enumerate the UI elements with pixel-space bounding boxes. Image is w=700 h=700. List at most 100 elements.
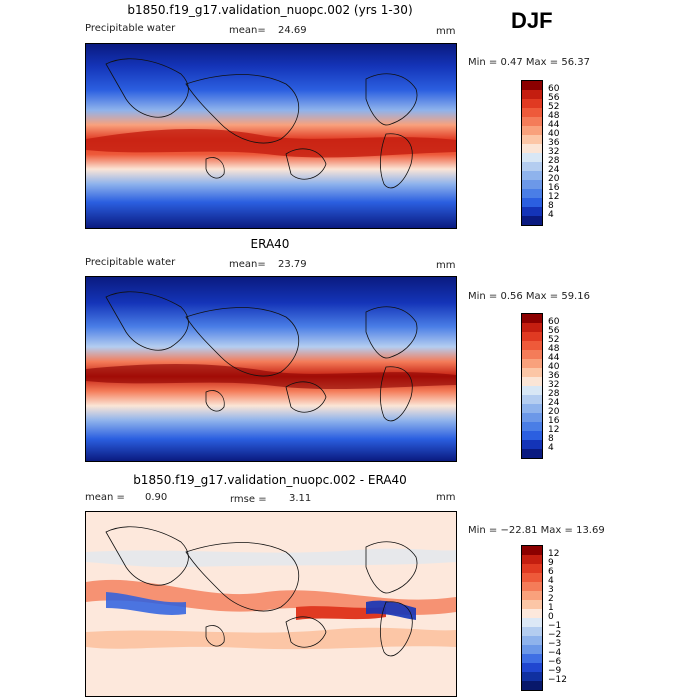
colorbar-tick-label: −12 bbox=[548, 675, 567, 685]
colorbar-tick-label: 0 bbox=[548, 612, 554, 622]
colorbar-swatch bbox=[522, 395, 542, 404]
colorbar-tick-label: 20 bbox=[548, 407, 560, 417]
colorbar-swatch bbox=[522, 216, 542, 225]
colorbar-tick-label: 16 bbox=[548, 416, 560, 426]
colorbar-swatch bbox=[522, 341, 542, 350]
panel2-field-label: Precipitable water bbox=[85, 257, 176, 268]
colorbar-tick-label: 32 bbox=[548, 380, 560, 390]
panel1-coastlines bbox=[105, 58, 418, 189]
colorbar-swatch bbox=[522, 591, 542, 600]
panel1-mean-value: 24.69 bbox=[278, 25, 307, 36]
colorbar-swatch bbox=[522, 171, 542, 180]
colorbar-swatch bbox=[522, 99, 542, 108]
panel3-rmse-value: 3.11 bbox=[289, 493, 312, 504]
colorbar-swatch bbox=[522, 368, 542, 377]
colorbar-tick-label: 40 bbox=[548, 129, 560, 139]
colorbar-swatch bbox=[522, 573, 542, 582]
colorbar-tick-label: 60 bbox=[548, 84, 560, 94]
colorbar-swatch bbox=[522, 153, 542, 162]
colorbar-swatch bbox=[522, 162, 542, 171]
colorbar-swatch bbox=[522, 108, 542, 117]
colorbar-tick-label: −3 bbox=[548, 639, 562, 649]
colorbar-tick-label: 48 bbox=[548, 344, 560, 354]
colorbar-swatch bbox=[522, 636, 542, 645]
panel3-minmax: Min = −22.81 Max = 13.69 bbox=[468, 525, 605, 536]
colorbar-tick-label: 6 bbox=[548, 567, 554, 577]
colorbar-swatch bbox=[522, 117, 542, 126]
panel3-rmse-label: rmse = bbox=[230, 494, 267, 505]
colorbar-tick-label: 12 bbox=[548, 192, 560, 202]
colorbar-tick-label: 52 bbox=[548, 102, 560, 112]
colorbar-tick-label: 16 bbox=[548, 183, 560, 193]
colorbar-tick-label: 20 bbox=[548, 174, 560, 184]
colorbar-tick-label: 12 bbox=[548, 549, 560, 559]
season-label: DJF bbox=[511, 8, 553, 33]
colorbar-tick-label: 1 bbox=[548, 603, 554, 613]
colorbar-swatch bbox=[522, 431, 542, 440]
colorbar-tick-label: −4 bbox=[548, 648, 562, 658]
colorbar-swatch bbox=[522, 404, 542, 413]
colorbar-swatch bbox=[522, 600, 542, 609]
colorbar-swatch bbox=[522, 413, 542, 422]
panel2-mean-value: 23.79 bbox=[278, 259, 307, 270]
panel2-colorbar bbox=[521, 313, 543, 459]
colorbar-tick-label: 48 bbox=[548, 111, 560, 121]
colorbar-tick-label: 36 bbox=[548, 138, 560, 148]
colorbar-swatch bbox=[522, 681, 542, 690]
colorbar-swatch bbox=[522, 90, 542, 99]
panel1-mean-label: mean= bbox=[229, 25, 266, 36]
colorbar-swatch bbox=[522, 654, 542, 663]
panel3-mean-label: mean = bbox=[85, 492, 125, 503]
colorbar-swatch bbox=[522, 135, 542, 144]
panel2-coastlines bbox=[105, 291, 418, 422]
panel3-title: b1850.f19_g17.validation_nuopc.002 - ERA… bbox=[133, 473, 407, 487]
colorbar-swatch bbox=[522, 645, 542, 654]
colorbar-tick-label: −6 bbox=[548, 657, 562, 667]
colorbar-tick-label: 44 bbox=[548, 353, 560, 363]
panel1-map bbox=[85, 43, 457, 229]
colorbar-swatch bbox=[522, 422, 542, 431]
panel1-minmax: Min = 0.47 Max = 56.37 bbox=[468, 57, 590, 68]
panel2-units: mm bbox=[436, 260, 456, 271]
colorbar-tick-label: 8 bbox=[548, 434, 554, 444]
colorbar-swatch bbox=[522, 564, 542, 573]
colorbar-tick-label: 60 bbox=[548, 317, 560, 327]
colorbar-tick-label: 28 bbox=[548, 389, 560, 399]
panel1-field-label: Precipitable water bbox=[85, 23, 176, 34]
colorbar-tick-label: 52 bbox=[548, 335, 560, 345]
colorbar-swatch bbox=[522, 672, 542, 681]
colorbar-swatch bbox=[522, 144, 542, 153]
colorbar-swatch bbox=[522, 81, 542, 90]
colorbar-swatch bbox=[522, 618, 542, 627]
colorbar-tick-label: 2 bbox=[548, 594, 554, 604]
panel2-mean-label: mean= bbox=[229, 259, 266, 270]
colorbar-swatch bbox=[522, 126, 542, 135]
panel1-colorbar bbox=[521, 80, 543, 226]
panel2-minmax: Min = 0.56 Max = 59.16 bbox=[468, 291, 590, 302]
colorbar-tick-label: 4 bbox=[548, 210, 554, 220]
colorbar-tick-label: −1 bbox=[548, 621, 562, 631]
colorbar-swatch bbox=[522, 359, 542, 368]
colorbar-swatch bbox=[522, 350, 542, 359]
colorbar-swatch bbox=[522, 627, 542, 636]
colorbar-swatch bbox=[522, 332, 542, 341]
colorbar-tick-label: 12 bbox=[548, 425, 560, 435]
panel1-units: mm bbox=[436, 26, 456, 37]
panel3-coastlines bbox=[105, 526, 418, 657]
colorbar-tick-label: 9 bbox=[548, 558, 554, 568]
panel1-title: b1850.f19_g17.validation_nuopc.002 (yrs … bbox=[127, 3, 413, 17]
colorbar-swatch bbox=[522, 314, 542, 323]
colorbar-tick-label: 56 bbox=[548, 93, 560, 103]
colorbar-tick-label: 44 bbox=[548, 120, 560, 130]
colorbar-tick-label: 56 bbox=[548, 326, 560, 336]
colorbar-tick-label: 4 bbox=[548, 576, 554, 586]
colorbar-swatch bbox=[522, 180, 542, 189]
colorbar-swatch bbox=[522, 386, 542, 395]
colorbar-swatch bbox=[522, 663, 542, 672]
colorbar-swatch bbox=[522, 198, 542, 207]
colorbar-tick-label: −2 bbox=[548, 630, 562, 640]
panel3-mean-value: 0.90 bbox=[145, 492, 168, 503]
colorbar-swatch bbox=[522, 377, 542, 386]
colorbar-swatch bbox=[522, 440, 542, 449]
panel3-map bbox=[85, 511, 457, 697]
